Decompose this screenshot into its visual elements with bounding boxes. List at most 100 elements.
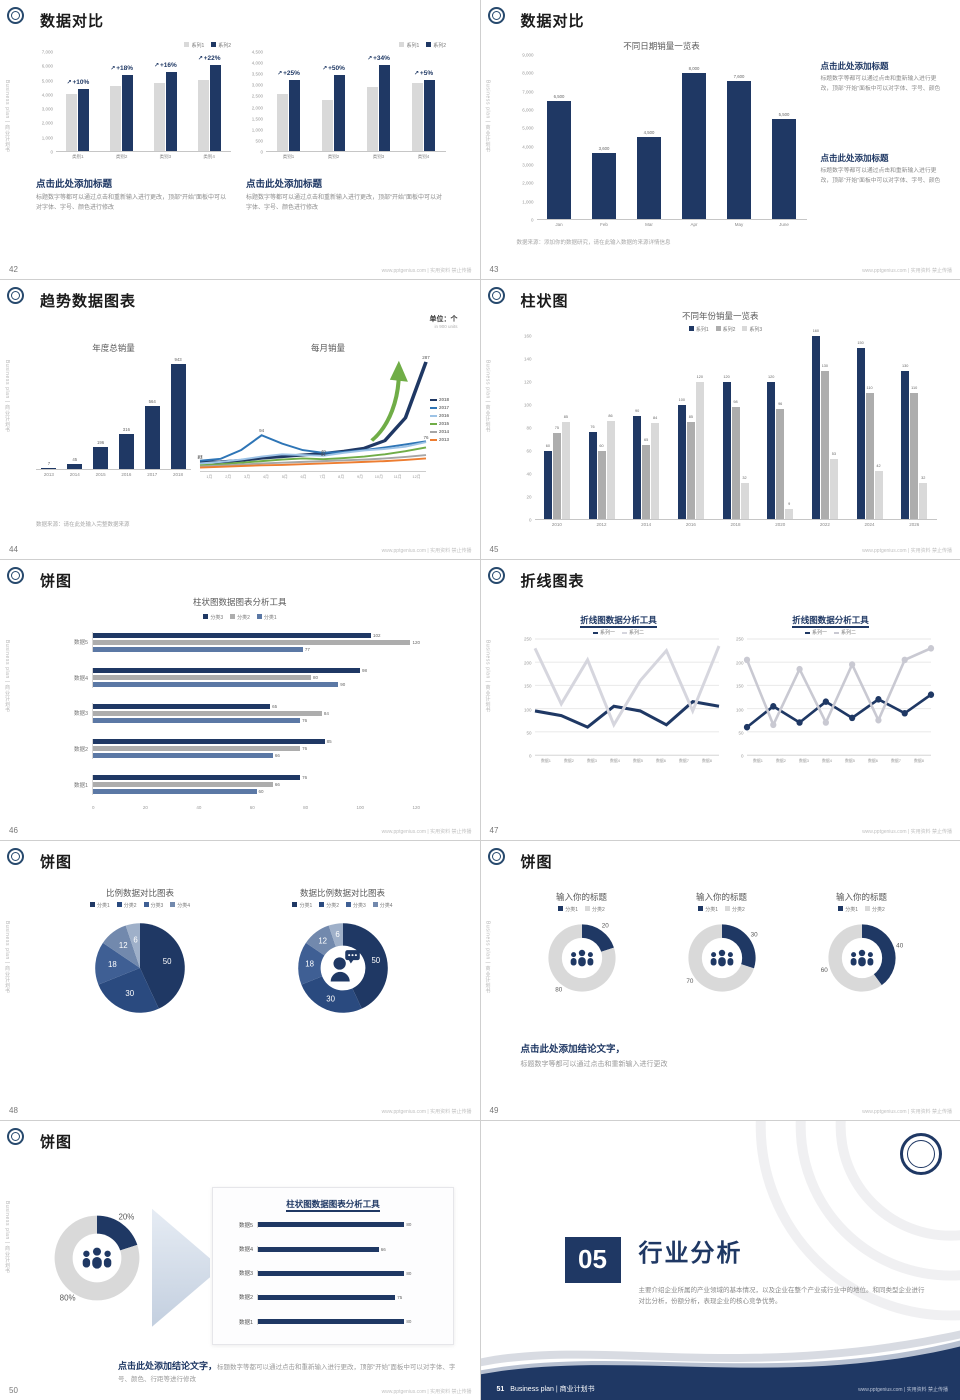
footer-site: www.pptgenius.com | 实用资料 禁止传播 — [381, 268, 472, 275]
chart-title: 输入你的标题 — [555, 891, 607, 902]
chart-title: 每月销量 — [310, 343, 345, 354]
footer-site: www.pptgenius.com | 实用资料 禁止传播 — [381, 1389, 472, 1395]
donut-chart: 分类1 分类2 分类3 分类4 50 30 18 12 6 — [250, 901, 435, 1024]
page-number: 42 — [9, 265, 18, 275]
slide-51[interactable]: 05 行业分析 主要介绍企业所属的产业领域的基本情况，以及企业在整个产业或行业中… — [480, 1120, 960, 1400]
donut-chart-40: 分类1 分类2 40 60 — [797, 905, 927, 1000]
chart-title: 柱状图数据图表分析工具 — [286, 1198, 380, 1212]
chart-panel: 折线图数据分析工具 系列一 系列二 250 200 150 100 50 0 数据1 数据2 数据3… — [519, 614, 720, 766]
annual-sales-bar-chart: 7 45 196 316 564 943 2013 2014 2015 2016 2017 2018 — [36, 357, 191, 482]
section-title: 行业分析 — [638, 1239, 743, 1267]
chart-title: 比例数据对比图表 — [105, 887, 174, 898]
chart-title: 折线图数据分析工具 — [792, 615, 869, 629]
sidebar-vertical-text: Business plan | 商业计划书 — [4, 80, 10, 153]
chart-panel: 年度总销量 7 45 196 316 564 943 2013 2014 2015 2016 201… — [36, 342, 191, 482]
horizontal-bar-chart: 分类3 分类2 分类1 数据5 102 120 77 数据4 98 80 90 数据3 65 84 76 数据… — [73, 614, 420, 811]
footer-site: www.pptgenius.com | 实用资料 禁止传播 — [381, 1108, 472, 1115]
monthly-sales-line-chart: 23 27 94 40 31 76 287 1月 2月 3月 4月 5月 6月 7月 8月 9月 10月 11月 1… — [197, 355, 450, 480]
svg-text:12: 12 — [318, 936, 327, 945]
brand-logo-icon — [900, 1132, 942, 1175]
grouped-bar-chart-right: 系列1 系列2 4,500 4,000 3,500 3,000 2,500 2,000 1,50… — [251, 42, 446, 159]
conclusion-block: 点击此处添加结论文字， 标题数字等都可以通过点击和重新输入进行更改 — [521, 1041, 901, 1069]
svg-text:18: 18 — [108, 960, 117, 969]
block-heading: 点击此处添加标题 — [820, 153, 889, 163]
chart-panel: 数据比例数据对比图表 分类1 分类2 分类3 分类4 50 30 18 12 6 — [250, 887, 435, 1024]
sidebar-vertical-text: Business plan | 商业计划书 — [484, 360, 491, 433]
svg-text:80: 80 — [555, 986, 563, 993]
brand-logo-icon — [487, 287, 505, 305]
data-source-note: 数据来源：添加你的数据研究，请在此输入数据的来源详情信息 — [516, 240, 671, 246]
chart-panel: 不同日期销量一览表 9,000 8,000 7,000 6,000 5,000 4,000… — [517, 40, 807, 232]
svg-text:30: 30 — [326, 994, 335, 1003]
yearly-grouped-bar-chart: 系列1 系列2 系列3 160 140 120 100 80 60 40 20 0 60 75 85 76 60… — [515, 326, 937, 532]
pie-chart: 分类1 分类2 分类3 分类4 50 30 18 12 6 — [55, 901, 225, 1024]
block-body: 标题数字等都可以通过点击和重新输入进行更改，顶部“开始”面板中可以对字体、字号、… — [246, 195, 442, 212]
footer-site: www.pptgenius.com | 实用资料 禁止传播 — [862, 268, 952, 275]
slide-49[interactable]: Business plan | 商业计划书 饼图 输入你的标题 分类1 分类2 20… — [480, 840, 960, 1120]
grouped-bar-chart-left: 系列1 系列2 7,000 6,000 5,000 4,000 3,000 2,000 1,00… — [41, 42, 231, 159]
slide-47[interactable]: Business plan | 商业计划书 折线图表 折线图数据分析工具 系列一… — [480, 560, 960, 840]
funnel-shape — [152, 1208, 210, 1327]
text-block: 点击此处添加标题 标题数字等都可以通过点击和重新输入进行更改，顶部“开始”面板中… — [246, 176, 446, 213]
slide-43[interactable]: Business plan | 商业计划书 数据对比 不同日期销量一览表 9,0… — [480, 0, 960, 280]
chart-title: 年度总销量 — [92, 343, 135, 354]
block-body: 标题数字等都可以通过点击和重新输入进行更改，顶部“开始”面板中可以对字体、字号、… — [820, 76, 941, 92]
brand-logo-icon — [7, 1127, 24, 1145]
line-chart-left: 系列一 系列二 250 200 150 100 50 0 数据1 数据2 数据3 数据4 数据5 数据6 数… — [519, 629, 720, 766]
conclusion-block: 点击此处添加结论文字，标题数字等都可以通过点击和重新输入进行更改，顶部“开始”面… — [118, 1359, 456, 1385]
slide-title: 趋势数据图表 — [40, 293, 137, 311]
footer-site: www.pptgenius.com | 实用资料 禁止传播 — [381, 828, 472, 835]
conclusion-body: 标题数字等都可以通过点击和重新输入进行更改 — [520, 1060, 668, 1068]
brand-logo-icon — [487, 7, 505, 24]
chart-panel: 折线图数据分析工具 系列一 系列二 250 200 150 100 50 0 数据1 数据2 数据3… — [731, 614, 934, 766]
slide-42[interactable]: Business plan | 商业计划书 数据对比 系列1 系列2 7,000 6,… — [0, 0, 480, 280]
chart-panel: 输入你的标题 分类1 分类2 30 70 — [657, 891, 787, 1000]
donut-chart-80-20: 20% 80% — [38, 1205, 156, 1311]
text-block: 点击此处添加标题 标题数字等都可以通过点击和重新输入进行更改，顶部“开始”面板中… — [36, 176, 231, 213]
horizontal-bar-list: 数据5 80 数据4 66 数据3 80 数据2 75 数据1 80 — [225, 1213, 441, 1334]
chart-title: 不同日期销量一览表 — [623, 41, 700, 51]
sidebar-vertical-text: Business plan | 商业计划书 — [4, 640, 10, 714]
footer-brand: Business plan | 商业计划书 — [510, 1386, 595, 1393]
page-number: 43 — [489, 265, 499, 275]
unit-label: 单位：个 in 900 units — [430, 314, 458, 329]
line-chart-right: 系列一 系列二 250 200 150 100 50 0 数据1 数据2 数据3 数据4 数据5 数据6 数… — [731, 629, 934, 766]
chart-title: 不同年份销量一览表 — [681, 311, 759, 322]
footer-site: www.pptgenius.com | 实用资料 禁止传播 — [381, 548, 472, 555]
brand-logo-icon — [487, 847, 505, 865]
text-block: 点击此处添加标题 标题数字等都可以通过点击和重新输入进行更改，顶部“开始”面板中… — [821, 60, 943, 95]
footer-site: www.pptgenius.com | 实用资料 禁止传播 — [862, 828, 952, 835]
slide-48[interactable]: Business plan | 商业计划书 饼图 比例数据对比图表 分类1 分类2… — [0, 840, 480, 1120]
slide-46[interactable]: Business plan | 商业计划书 饼图 柱状图数据图表分析工具 分类3… — [0, 560, 480, 840]
data-source-note: 数据来源：请在此处输入完整数据来源 — [36, 522, 130, 529]
brand-logo-icon — [7, 567, 24, 585]
slide-44[interactable]: Business plan | 商业计划书 趋势数据图表 单位：个 in 900… — [0, 280, 480, 560]
chart-panel: 每月销量 23 27 94 40 31 76 287 1月 2月 3月 4月 5月 6月 7月 8月 9月 10… — [197, 342, 456, 482]
slide-45[interactable]: Business plan | 商业计划书 柱状图 不同年份销量一览表 系列1 系… — [480, 280, 960, 560]
svg-text:50: 50 — [163, 957, 172, 966]
conclusion-heading: 点击此处添加结论文字， — [118, 1360, 218, 1371]
svg-text:30: 30 — [750, 931, 758, 938]
block-body: 标题数字等都可以通过点击和重新输入进行更改，顶部“开始”面板中可以对字体、字号、… — [36, 195, 226, 212]
footer-site: www.pptgenius.com | 实用资料 禁止传播 — [858, 1387, 948, 1393]
slide-50[interactable]: Business plan | 商业计划书 饼图 20% 80% 柱状图数据图表分… — [0, 1120, 480, 1400]
svg-text:30: 30 — [125, 988, 134, 997]
bar-chart-monthly-sales: 9,000 8,000 7,000 6,000 5,000 4,000 3,000 2,000… — [517, 53, 807, 232]
donut-chart-30: 分类1 分类2 30 70 — [657, 905, 787, 1000]
chart-title: 输入你的标题 — [835, 891, 887, 902]
divider-footer: 51 Business plan | 商业计划书 — [497, 1384, 595, 1394]
donut-chart-20: 分类1 分类2 20 80 — [517, 905, 647, 1000]
chart-panel: 输入你的标题 分类1 分类2 20 80 — [517, 891, 647, 1000]
brand-logo-icon — [487, 567, 505, 585]
svg-text:6: 6 — [133, 935, 138, 944]
chart-panel: 比例数据对比图表 分类1 分类2 分类3 分类4 50 30 18 12 6 — [55, 887, 225, 1024]
block-body: 标题数字等都可以通过点击和重新输入进行更改，顶部“开始”面板中可以对字体、字号、… — [820, 168, 941, 184]
svg-text:40: 40 — [896, 942, 904, 949]
sidebar-vertical-text: Business plan | 商业计划书 — [484, 80, 491, 153]
chart-title: 数据比例数据对比图表 — [299, 887, 385, 898]
svg-text:20%: 20% — [118, 1212, 134, 1221]
chart-panel: 输入你的标题 分类1 分类2 40 60 — [797, 891, 927, 1000]
sidebar-vertical-text: Business plan | 商业计划书 — [484, 920, 491, 994]
chart-panel: 柱状图数据图表分析工具 数据5 80 数据4 66 数据3 80 数据2 75 数据1 80 — [212, 1186, 454, 1345]
